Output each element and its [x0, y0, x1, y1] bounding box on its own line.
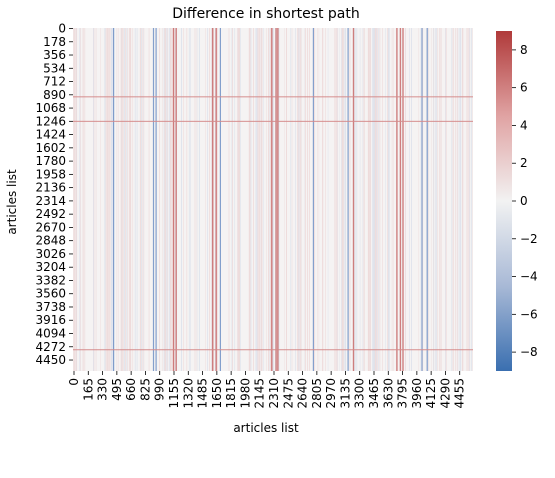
x-tick-label: 1155: [167, 378, 181, 409]
colorbar-tick-label: 0: [520, 194, 528, 208]
x-axis-label: articles list: [233, 421, 299, 435]
y-tick-label: 1068: [35, 101, 66, 115]
y-tick-label: 1246: [35, 114, 66, 128]
x-tick-label: 165: [81, 378, 95, 401]
x-tick-label: 4125: [424, 378, 438, 409]
x-tick-label: 1650: [210, 378, 224, 409]
positive-column-3: [216, 28, 217, 371]
heatmap-area: [73, 28, 473, 371]
y-tick-label: 356: [43, 48, 66, 62]
negative-column-5: [348, 28, 349, 371]
positive-column-8: [396, 28, 397, 371]
x-tick-label: 990: [153, 378, 167, 401]
positive-column-0: [173, 28, 174, 371]
y-tick-label: 2492: [35, 207, 66, 221]
positive-column-7: [353, 28, 354, 371]
y-tick-label: 3916: [35, 313, 66, 327]
y-axis-ticks: 0178356534712890106812461424160217801958…: [35, 22, 73, 368]
x-tick-label: 0: [67, 378, 81, 386]
x-tick-label: 2805: [310, 378, 324, 409]
positive-column-5: [275, 28, 276, 371]
positive-row-0: [73, 96, 473, 97]
x-tick-label: 1815: [224, 378, 238, 409]
negative-column-4: [313, 28, 314, 371]
x-tick-label: 825: [138, 378, 152, 401]
y-tick-label: 3382: [35, 273, 66, 287]
y-tick-label: 2314: [35, 194, 66, 208]
positive-column-9: [400, 28, 401, 371]
positive-row-1: [73, 121, 473, 122]
colorbar-tick-label: 8: [520, 43, 528, 57]
x-tick-label: 2970: [324, 378, 338, 409]
y-tick-label: 534: [43, 61, 66, 75]
positive-column-4: [271, 28, 272, 371]
y-tick-label: 3204: [35, 260, 66, 274]
x-tick-label: 3795: [396, 378, 410, 409]
negative-column-2: [156, 28, 157, 371]
y-tick-label: 4094: [35, 327, 66, 341]
y-tick-label: 2136: [35, 181, 66, 195]
y-tick-label: 4450: [35, 353, 66, 367]
x-tick-label: 3135: [338, 378, 352, 409]
y-tick-label: 3026: [35, 247, 66, 261]
colorbar-tick-label: −4: [520, 270, 538, 284]
negative-column-1: [153, 28, 154, 371]
x-tick-label: 2640: [296, 378, 310, 409]
x-tick-label: 4455: [453, 378, 467, 409]
colorbar-ticks: 8 6 4 2 0 −2 −4 −6 −8: [512, 43, 538, 359]
colorbar-tick-label: −2: [520, 232, 538, 246]
colorbar-tick-label: 2: [520, 156, 528, 170]
y-tick-label: 0: [58, 22, 66, 36]
y-tick-label: 1780: [35, 154, 66, 168]
positive-row-2: [73, 349, 473, 350]
colorbar-tick-label: −8: [520, 345, 538, 359]
x-tick-label: 3465: [367, 378, 381, 409]
y-tick-label: 3560: [35, 287, 66, 301]
x-tick-label: 4290: [438, 378, 452, 409]
chart-title: Difference in shortest path: [172, 6, 360, 22]
x-tick-label: 1320: [181, 378, 195, 409]
colorbar-tick-label: 6: [520, 81, 528, 95]
x-tick-label: 660: [124, 378, 138, 401]
x-tick-label: 1980: [238, 378, 252, 409]
x-tick-label: 330: [96, 378, 110, 401]
negative-column-3: [220, 28, 221, 371]
x-tick-label: 495: [110, 378, 124, 401]
positive-column-6: [277, 28, 278, 371]
y-tick-label: 2848: [35, 234, 66, 248]
colorbar: [496, 31, 512, 371]
colorbar-tick-label: 4: [520, 118, 528, 132]
y-axis-label: articles list: [5, 169, 19, 235]
y-tick-label: 712: [43, 75, 66, 89]
x-tick-label: 1485: [196, 378, 210, 409]
y-tick-label: 1602: [35, 141, 66, 155]
negative-column-7: [427, 28, 428, 371]
y-tick-label: 2670: [35, 220, 66, 234]
x-tick-label: 2145: [253, 378, 267, 409]
positive-column-10: [402, 28, 403, 371]
x-tick-label: 3300: [353, 378, 367, 409]
x-tick-label: 2310: [267, 378, 281, 409]
x-tick-label: 3630: [381, 378, 395, 409]
y-tick-label: 1424: [35, 128, 66, 142]
positive-column-1: [176, 28, 177, 371]
y-tick-label: 1958: [35, 167, 66, 181]
positive-column-2: [212, 28, 213, 371]
y-tick-label: 4272: [35, 340, 66, 354]
negative-column-6: [421, 28, 422, 371]
negative-column-0: [113, 28, 114, 371]
x-tick-label: 2475: [281, 378, 295, 409]
y-tick-label: 890: [43, 88, 66, 102]
colorbar-tick-label: −6: [520, 307, 538, 321]
y-tick-label: 178: [43, 35, 66, 49]
y-tick-label: 3738: [35, 300, 66, 314]
x-tick-label: 3960: [410, 378, 424, 409]
